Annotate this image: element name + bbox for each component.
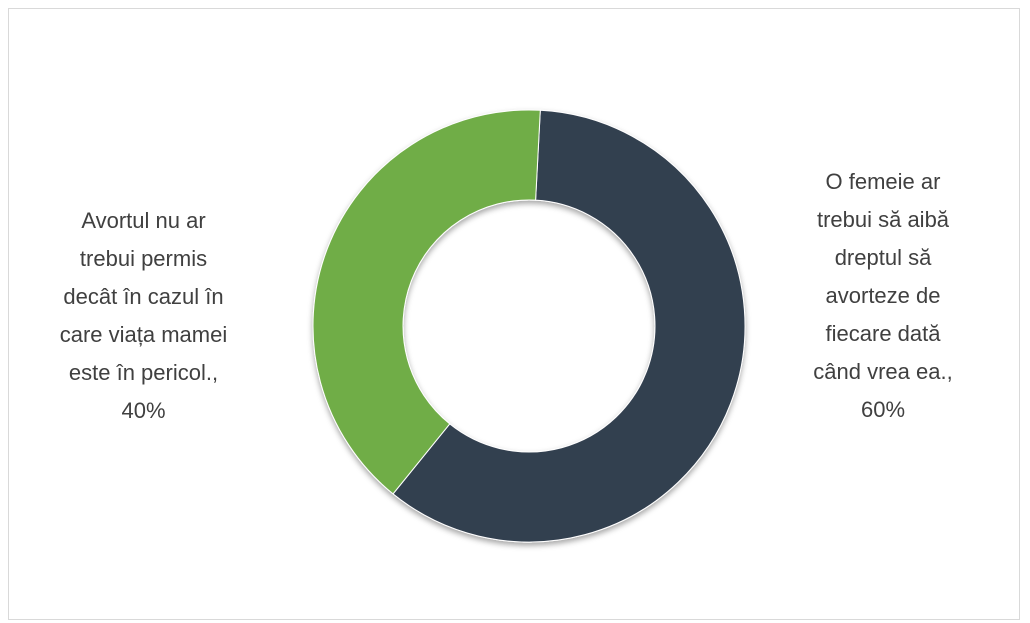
donut-slice-1 (392, 109, 746, 543)
donut-slices (312, 109, 746, 543)
donut-slice-2 (312, 109, 541, 495)
donut-chart (312, 109, 746, 543)
slice-label-drept-de-avort: O femeie ar trebui să aibă dreptul să av… (813, 169, 953, 422)
chart-area: Avortul nu ar trebui permis decât în caz… (8, 8, 1020, 620)
slice-label-avort-restrictionat: Avortul nu ar trebui permis decât în caz… (59, 208, 228, 423)
